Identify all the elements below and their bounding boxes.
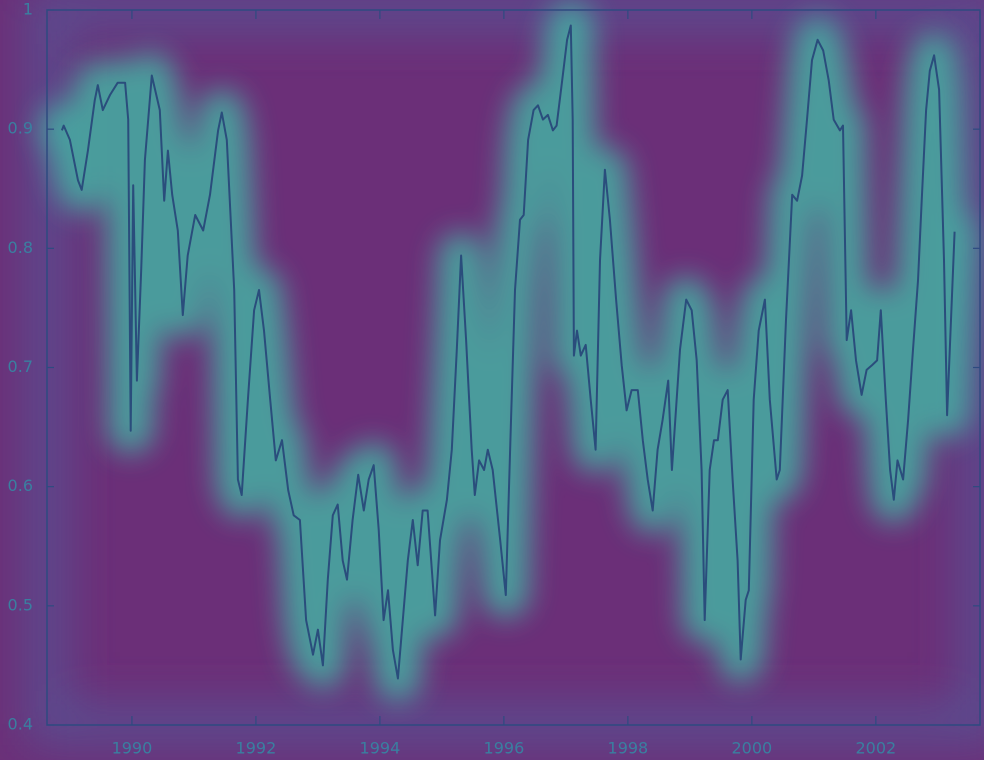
line <box>60 24 956 680</box>
x-tick-label: 1994 <box>360 739 401 758</box>
y-tick-label: 0.6 <box>8 476 33 495</box>
x-tick-label: 2002 <box>855 739 896 758</box>
plot: 0.4 0.5 0.6 0.7 0.8 0.9 1 1990 1992 1994 1996 1998 2… <box>8 0 981 758</box>
x-tick-label: 1992 <box>236 739 277 758</box>
x-tick-label: 1998 <box>608 739 649 758</box>
y-tick-label: 0.4 <box>8 715 33 734</box>
y-tick-label: 0.8 <box>8 238 33 257</box>
y-tick-label: 1 <box>23 0 33 19</box>
x-tick-label: 2000 <box>732 739 773 758</box>
x-tick-label: 1996 <box>484 739 525 758</box>
y-tick-label: 0.9 <box>8 119 33 138</box>
y-tick-label: 0.5 <box>8 595 33 614</box>
y-tick-label: 0.7 <box>8 357 33 376</box>
x-tick-label: 1990 <box>112 739 153 758</box>
